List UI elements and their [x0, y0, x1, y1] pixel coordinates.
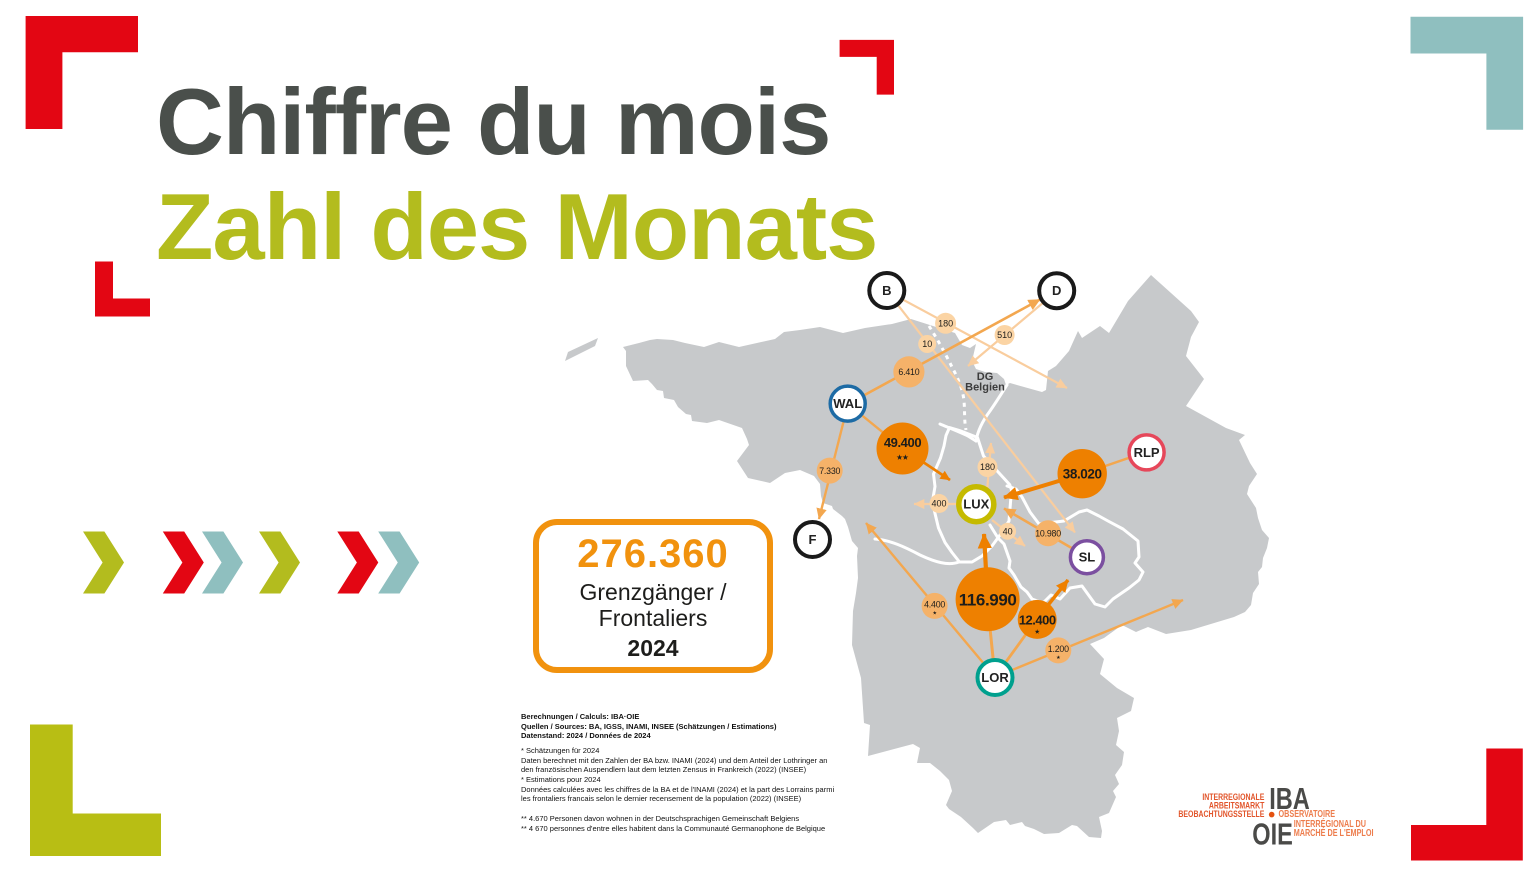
svg-text:40: 40 — [1003, 526, 1013, 536]
svg-text:MARCHÉ DE L'EMPLOI: MARCHÉ DE L'EMPLOI — [1294, 826, 1374, 839]
svg-text:OIE: OIE — [1252, 816, 1293, 851]
svg-text:RLP: RLP — [1134, 445, 1160, 460]
svg-text:WAL: WAL — [833, 396, 862, 411]
svg-text:DG: DG — [977, 371, 994, 383]
svg-text:4.400: 4.400 — [924, 599, 945, 609]
svg-text:★★: ★★ — [897, 454, 910, 462]
svg-text:12.400: 12.400 — [1019, 613, 1056, 628]
svg-text:LOR: LOR — [981, 670, 1009, 685]
svg-text:LUX: LUX — [963, 497, 989, 512]
svg-text:D: D — [1052, 283, 1061, 298]
svg-text:7.330: 7.330 — [819, 466, 840, 476]
svg-text:38.020: 38.020 — [1063, 467, 1102, 482]
svg-text:B: B — [882, 283, 891, 298]
svg-text:180: 180 — [938, 318, 953, 328]
svg-text:49.400: 49.400 — [884, 435, 922, 450]
svg-text:★: ★ — [1056, 655, 1061, 661]
svg-text:INTERRÉGIONAL DU: INTERRÉGIONAL DU — [1294, 817, 1366, 830]
svg-text:★: ★ — [1035, 629, 1041, 636]
svg-text:10: 10 — [922, 339, 932, 349]
svg-text:IBA: IBA — [1269, 781, 1310, 816]
svg-text:Belgien: Belgien — [965, 382, 1005, 394]
svg-text:510: 510 — [997, 330, 1012, 340]
svg-text:ARBEITSMARKT: ARBEITSMARKT — [1209, 801, 1265, 811]
svg-text:116.990: 116.990 — [959, 591, 1017, 610]
svg-text:BEOBACHTUNGSSTELLE: BEOBACHTUNGSSTELLE — [1178, 809, 1264, 819]
svg-text:400: 400 — [931, 499, 946, 509]
svg-text:SL: SL — [1079, 550, 1096, 565]
svg-text:F: F — [809, 532, 817, 547]
svg-text:180: 180 — [980, 462, 995, 472]
svg-text:6.410: 6.410 — [898, 367, 919, 377]
svg-text:INTERREGIONALE: INTERREGIONALE — [1202, 792, 1264, 802]
svg-text:★: ★ — [932, 610, 937, 616]
svg-text:10.980: 10.980 — [1035, 528, 1061, 538]
svg-text:1.200: 1.200 — [1048, 644, 1069, 654]
svg-text:OBSERVATOIRE: OBSERVATOIRE — [1279, 808, 1336, 819]
